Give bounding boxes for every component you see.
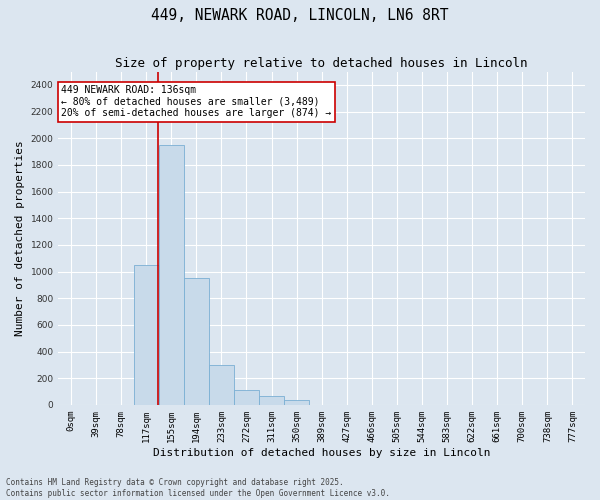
Title: Size of property relative to detached houses in Lincoln: Size of property relative to detached ho… bbox=[115, 58, 528, 70]
Bar bbox=[209, 365, 234, 405]
Y-axis label: Number of detached properties: Number of detached properties bbox=[15, 140, 25, 336]
Bar bbox=[159, 145, 184, 405]
Text: 449, NEWARK ROAD, LINCOLN, LN6 8RT: 449, NEWARK ROAD, LINCOLN, LN6 8RT bbox=[151, 8, 449, 22]
Bar bbox=[234, 390, 259, 405]
Text: 449 NEWARK ROAD: 136sqm
← 80% of detached houses are smaller (3,489)
20% of semi: 449 NEWARK ROAD: 136sqm ← 80% of detache… bbox=[61, 85, 331, 118]
Bar bbox=[259, 396, 284, 405]
X-axis label: Distribution of detached houses by size in Lincoln: Distribution of detached houses by size … bbox=[153, 448, 490, 458]
Bar bbox=[134, 265, 159, 405]
Text: Contains HM Land Registry data © Crown copyright and database right 2025.
Contai: Contains HM Land Registry data © Crown c… bbox=[6, 478, 390, 498]
Bar bbox=[184, 278, 209, 405]
Bar bbox=[284, 400, 309, 405]
